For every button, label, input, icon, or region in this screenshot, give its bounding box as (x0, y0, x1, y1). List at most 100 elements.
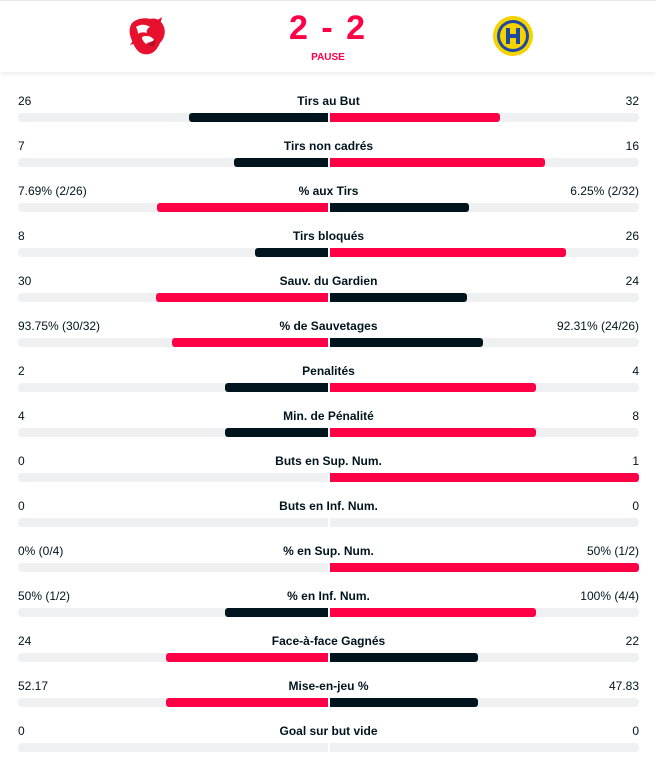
home-bar-fill (171, 338, 328, 347)
stat-text: 4 Min. de Pénalité 8 (18, 409, 639, 425)
away-stat-value: 6.25% (2/32) (570, 184, 639, 198)
stat-label: % de Sauvetages (279, 319, 378, 333)
home-bar-track (18, 158, 328, 167)
home-bar-fill (224, 428, 328, 437)
away-bar-track (330, 338, 639, 347)
stat-text: 7 Tirs non cadrés 16 (18, 139, 639, 155)
stat-label: Min. de Pénalité (283, 409, 374, 423)
away-bar-track (330, 203, 639, 212)
away-bar-fill (330, 158, 545, 167)
home-stat-value: 24 (18, 634, 32, 648)
home-stat-value: 30 (18, 274, 32, 288)
stat-row: 4 Min. de Pénalité 8 (18, 405, 639, 450)
stat-text: 8 Tirs bloqués 26 (18, 229, 639, 245)
away-bar-track (330, 518, 639, 527)
stat-row: 2 Penalités 4 (18, 360, 639, 405)
stat-bars (18, 473, 639, 482)
stat-bars (18, 518, 639, 527)
stat-row: 30 Sauv. du Gardien 24 (18, 270, 639, 315)
stat-label: Tirs non cadrés (283, 139, 374, 153)
home-bar-fill (166, 698, 328, 707)
home-bar-track (18, 293, 328, 302)
away-stat-value: 0 (632, 724, 639, 738)
away-score: 2 (346, 9, 368, 47)
stat-bars (18, 653, 639, 662)
stat-row: 0 Buts en Inf. Num. 0 (18, 495, 639, 540)
away-bar-fill (330, 383, 536, 392)
stat-row: 52.17 Mise-en-jeu % 47.83 (18, 675, 639, 720)
stat-text: 50% (1/2) % en Inf. Num. 100% (4/4) (18, 589, 639, 605)
home-bar-track (18, 383, 328, 392)
stat-text: 93.75% (30/32) % de Sauvetages 92.31% (2… (18, 319, 639, 335)
away-bar-track (330, 473, 639, 482)
match-status: PAUSE (311, 52, 345, 63)
home-stat-value: 4 (18, 409, 25, 423)
stat-bars (18, 698, 639, 707)
home-bar-fill (189, 113, 328, 122)
stat-row: 0 Buts en Sup. Num. 1 (18, 450, 639, 495)
stat-row: 0 Goal sur but vide 0 (18, 720, 639, 765)
home-stat-value: 0 (18, 724, 25, 738)
stat-label: % en Inf. Num. (287, 589, 370, 603)
score-display: 2 - 2 (0, 9, 656, 48)
away-bar-fill (330, 113, 501, 122)
away-team-logo[interactable] (492, 15, 534, 57)
away-stat-value: 16 (625, 139, 639, 153)
away-bar-track (330, 428, 639, 437)
stat-bars (18, 293, 639, 302)
away-bar-track (330, 293, 639, 302)
stat-bars (18, 428, 639, 437)
home-bar-track (18, 563, 328, 572)
away-bar-fill (330, 248, 567, 257)
stats-list: 26 Tirs au But 32 7 Tirs non cadrés 16 (18, 90, 639, 765)
home-stat-value: 26 (18, 94, 32, 108)
away-bar-fill (330, 203, 469, 212)
home-bar-track (18, 338, 328, 347)
home-bar-track (18, 473, 328, 482)
away-bar-fill (330, 428, 536, 437)
home-bar-track (18, 428, 328, 437)
home-team-logo[interactable] (126, 15, 168, 57)
away-stat-value: 22 (625, 634, 639, 648)
home-bar-fill (157, 203, 328, 212)
stat-bars (18, 608, 639, 617)
stat-row: 93.75% (30/32) % de Sauvetages 92.31% (2… (18, 315, 639, 360)
stat-label: % aux Tirs (298, 184, 359, 198)
stat-label: Tirs bloqués (292, 229, 365, 243)
away-stat-value: 8 (632, 409, 639, 423)
away-bar-track (330, 608, 639, 617)
home-stat-value: 0 (18, 499, 25, 513)
stat-row: 7.69% (2/26) % aux Tirs 6.25% (2/32) (18, 180, 639, 225)
home-bar-fill (155, 293, 328, 302)
stat-text: 26 Tirs au But 32 (18, 94, 639, 110)
away-bar-fill (330, 338, 484, 347)
stat-bars (18, 563, 639, 572)
away-bar-fill (330, 563, 639, 572)
away-stat-value: 47.83 (608, 679, 639, 693)
away-bar-fill (330, 293, 468, 302)
away-bar-track (330, 158, 639, 167)
stat-label: Sauv. du Gardien (279, 274, 378, 288)
home-bar-track (18, 608, 328, 617)
away-stat-value: 1 (632, 454, 639, 468)
stat-text: 0 Goal sur but vide 0 (18, 724, 639, 740)
stat-bars (18, 743, 639, 752)
stat-label: Penalités (302, 364, 355, 378)
home-stat-value: 7 (18, 139, 25, 153)
stat-row: 7 Tirs non cadrés 16 (18, 135, 639, 180)
stat-text: 0 Buts en Inf. Num. 0 (18, 499, 639, 515)
home-stat-value: 93.75% (30/32) (18, 319, 101, 333)
match-header: 2 - 2 PAUSE (0, 0, 656, 72)
away-bar-track (330, 113, 639, 122)
stat-bars (18, 248, 639, 257)
home-stat-value: 8 (18, 229, 25, 243)
away-stat-value: 0 (632, 499, 639, 513)
stat-text: 52.17 Mise-en-jeu % 47.83 (18, 679, 639, 695)
stat-bars (18, 203, 639, 212)
home-bar-track (18, 518, 328, 527)
stat-label: % en Sup. Num. (283, 544, 374, 558)
stat-text: 2 Penalités 4 (18, 364, 639, 380)
home-bar-track (18, 698, 328, 707)
away-stat-value: 92.31% (24/26) (556, 319, 639, 333)
stat-row: 50% (1/2) % en Inf. Num. 100% (4/4) (18, 585, 639, 630)
